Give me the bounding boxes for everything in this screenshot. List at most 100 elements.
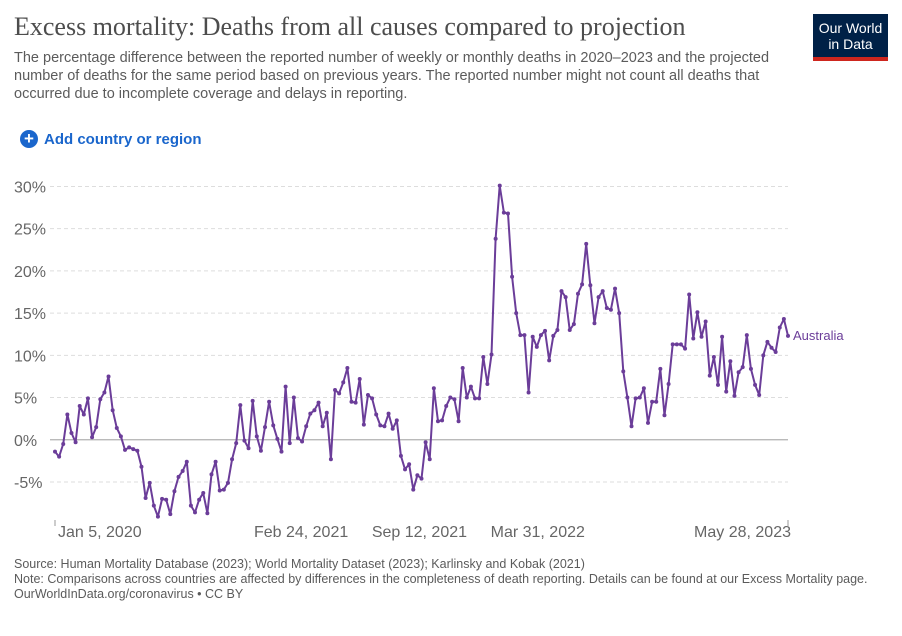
data-point [168, 512, 173, 517]
data-point [110, 408, 115, 413]
data-point [345, 366, 350, 370]
data-point [69, 431, 74, 436]
data-point [374, 412, 379, 417]
data-point [209, 472, 214, 477]
data-point [781, 317, 786, 322]
data-point [538, 333, 543, 338]
data-point [98, 397, 103, 402]
data-point [90, 435, 95, 440]
data-point [662, 413, 667, 418]
series-line-australia [54, 184, 789, 518]
data-point [588, 283, 593, 288]
data-point [357, 376, 362, 381]
series-points [53, 183, 790, 519]
data-point [230, 457, 235, 462]
data-point [398, 453, 403, 458]
data-point [312, 408, 317, 413]
y-tick-label: 15% [14, 306, 46, 323]
series-labels: Australia [793, 328, 844, 343]
data-point [448, 395, 453, 400]
data-point [678, 342, 683, 347]
data-point [625, 395, 630, 400]
data-point [534, 344, 539, 349]
data-point [769, 345, 774, 350]
data-point [695, 310, 700, 315]
data-point [592, 321, 597, 326]
data-point [456, 419, 461, 424]
data-point [250, 398, 255, 403]
data-point [419, 476, 424, 481]
data-point [505, 211, 510, 216]
data-point [258, 448, 263, 453]
data-point [225, 480, 230, 485]
data-point [621, 369, 626, 374]
data-point [510, 274, 515, 279]
data-point [201, 490, 206, 495]
data-point [242, 438, 247, 443]
data-point [378, 423, 383, 428]
data-point [390, 426, 395, 431]
data-point [328, 457, 333, 462]
data-point [61, 442, 66, 446]
data-point [761, 353, 766, 358]
data-point [275, 436, 280, 441]
data-point [304, 424, 309, 429]
data-point [217, 488, 222, 493]
data-point [715, 382, 720, 387]
x-tick-label: Feb 24, 2021 [254, 524, 348, 541]
data-point [353, 400, 358, 405]
data-point [707, 373, 712, 378]
data-point [654, 399, 659, 404]
data-point [530, 334, 535, 339]
data-point [184, 459, 189, 464]
data-point [349, 399, 354, 404]
data-point [300, 439, 305, 444]
data-point [736, 370, 741, 375]
data-point [361, 422, 366, 427]
data-point [786, 333, 790, 338]
x-tick-label: Sep 12, 2021 [372, 524, 467, 541]
data-point [580, 282, 585, 287]
logo-line-2: in Data [828, 36, 873, 52]
x-tick-label: May 28, 2023 [694, 524, 791, 541]
chart-title: Excess mortality: Deaths from all causes… [14, 12, 686, 41]
data-point [205, 511, 210, 516]
data-point [645, 420, 650, 425]
data-point [547, 358, 552, 363]
data-point [617, 311, 622, 316]
chart-footer: Source: Human Mortality Database (2023);… [14, 557, 884, 602]
data-point [773, 349, 778, 354]
data-point [477, 396, 482, 401]
data-point [320, 424, 325, 429]
data-point [180, 469, 185, 474]
data-point [193, 510, 198, 515]
data-point [748, 366, 753, 371]
data-point [394, 418, 399, 423]
data-point [131, 447, 136, 452]
data-point [543, 328, 548, 333]
data-point [271, 423, 276, 428]
data-point [291, 395, 296, 400]
add-country-button[interactable]: + Add country or region [20, 130, 202, 148]
data-point [118, 434, 123, 439]
data-point [403, 467, 408, 472]
data-point [431, 386, 436, 391]
y-tick-label: 25% [14, 222, 46, 239]
data-point [65, 412, 70, 417]
data-point [777, 325, 782, 330]
data-point [711, 355, 716, 360]
data-point [497, 183, 502, 188]
owid-logo[interactable]: Our World in Data [813, 14, 888, 61]
series-layer [54, 184, 789, 518]
data-point [308, 411, 313, 416]
data-point [691, 336, 696, 341]
data-point [481, 355, 486, 360]
data-point [81, 412, 86, 417]
data-point [407, 462, 412, 467]
credit-text: OurWorldInData.org/coronavirus • CC BY [14, 587, 244, 601]
data-point [440, 418, 445, 423]
data-point [567, 328, 572, 332]
data-point [637, 395, 642, 400]
data-point [720, 334, 725, 339]
data-point [234, 441, 239, 446]
